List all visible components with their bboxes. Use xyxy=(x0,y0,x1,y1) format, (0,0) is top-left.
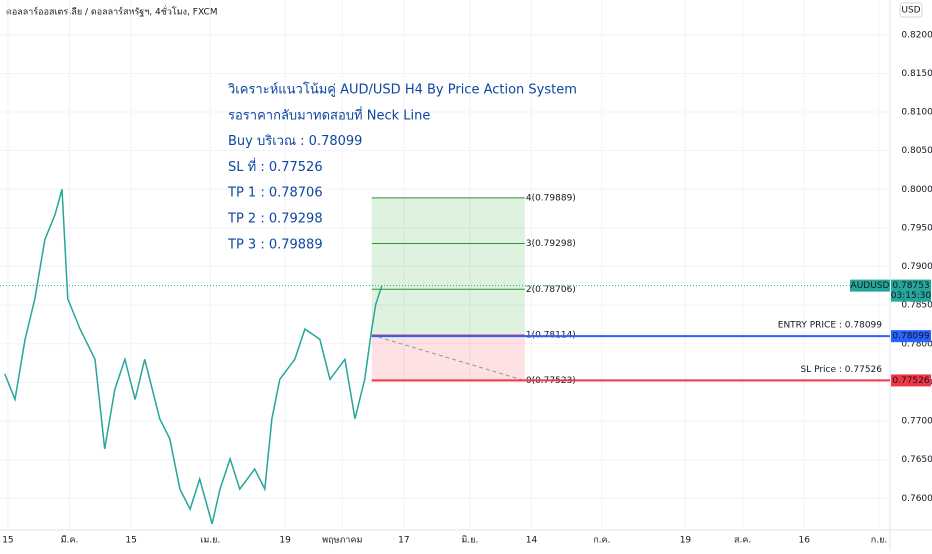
fib-label: 4(0.79889) xyxy=(526,193,576,203)
x-tick-label: 14 xyxy=(526,536,538,546)
x-tick-label: 16 xyxy=(798,536,810,546)
note: Buy บริเวณ : 0.78099 xyxy=(228,134,362,149)
x-tick-label: มิ.ย. xyxy=(461,535,478,546)
x-tick-label: พฤษภาคม xyxy=(322,536,362,546)
y-tick-label: 0.76000 xyxy=(901,494,932,504)
note: TP 1 : 0.78706 xyxy=(227,186,323,201)
note: TP 2 : 0.79298 xyxy=(227,212,323,227)
last-price-label: 0.78753 xyxy=(892,281,929,291)
fib-diagonal xyxy=(371,334,525,382)
note: SL ที่ : 0.77526 xyxy=(228,158,323,175)
note: วิเคราะห์แนวโน้มคู่ AUD/USD H4 By Price … xyxy=(227,82,577,98)
note: รอราคากลับมาทดสอบที่ Neck Line xyxy=(228,106,430,123)
countdown: 03:15:30 xyxy=(891,291,932,301)
note: TP 3 : 0.79889 xyxy=(227,237,323,252)
x-tick-label: 17 xyxy=(398,536,409,546)
level-name: ENTRY PRICE : 0.78099 xyxy=(778,321,883,331)
price-line xyxy=(4,189,383,525)
x-tick-label: ก.ย. xyxy=(871,536,887,546)
x-tick-label: เม.ย. xyxy=(200,536,220,546)
currency-box[interactable] xyxy=(899,2,923,18)
x-tick-label: ส.ค. xyxy=(734,536,751,546)
fib-label: 2(0.78706) xyxy=(526,285,576,295)
x-tick-label: มี.ค. xyxy=(61,535,79,546)
profit-zone xyxy=(371,197,525,335)
x-tick-label: 19 xyxy=(680,536,692,546)
header-title: ดอลลาร์ออสเตรเลีย / ดอลลาร์สหรัฐฯ, 4ชั่ว… xyxy=(6,5,218,18)
last-price-badge xyxy=(891,279,931,302)
x-tick-label: ก.ค. xyxy=(593,536,610,546)
currency[interactable]: USD xyxy=(901,6,920,16)
price-badge-label: 0.77526 xyxy=(892,376,929,386)
x-tick-label: 15 xyxy=(2,536,13,546)
fib-label: 3(0.79298) xyxy=(526,239,576,249)
price-badge-label: 0.78099 xyxy=(892,332,929,342)
symbol-label: AUDUSD xyxy=(851,281,890,291)
price-badge xyxy=(891,374,931,387)
x-tick-label: 15 xyxy=(125,536,136,546)
price-badge xyxy=(891,330,931,343)
x-tick-label: 19 xyxy=(279,536,291,546)
symbol-badge xyxy=(850,279,890,292)
level-name: SL Price : 0.77526 xyxy=(800,365,882,375)
grid xyxy=(0,0,890,530)
